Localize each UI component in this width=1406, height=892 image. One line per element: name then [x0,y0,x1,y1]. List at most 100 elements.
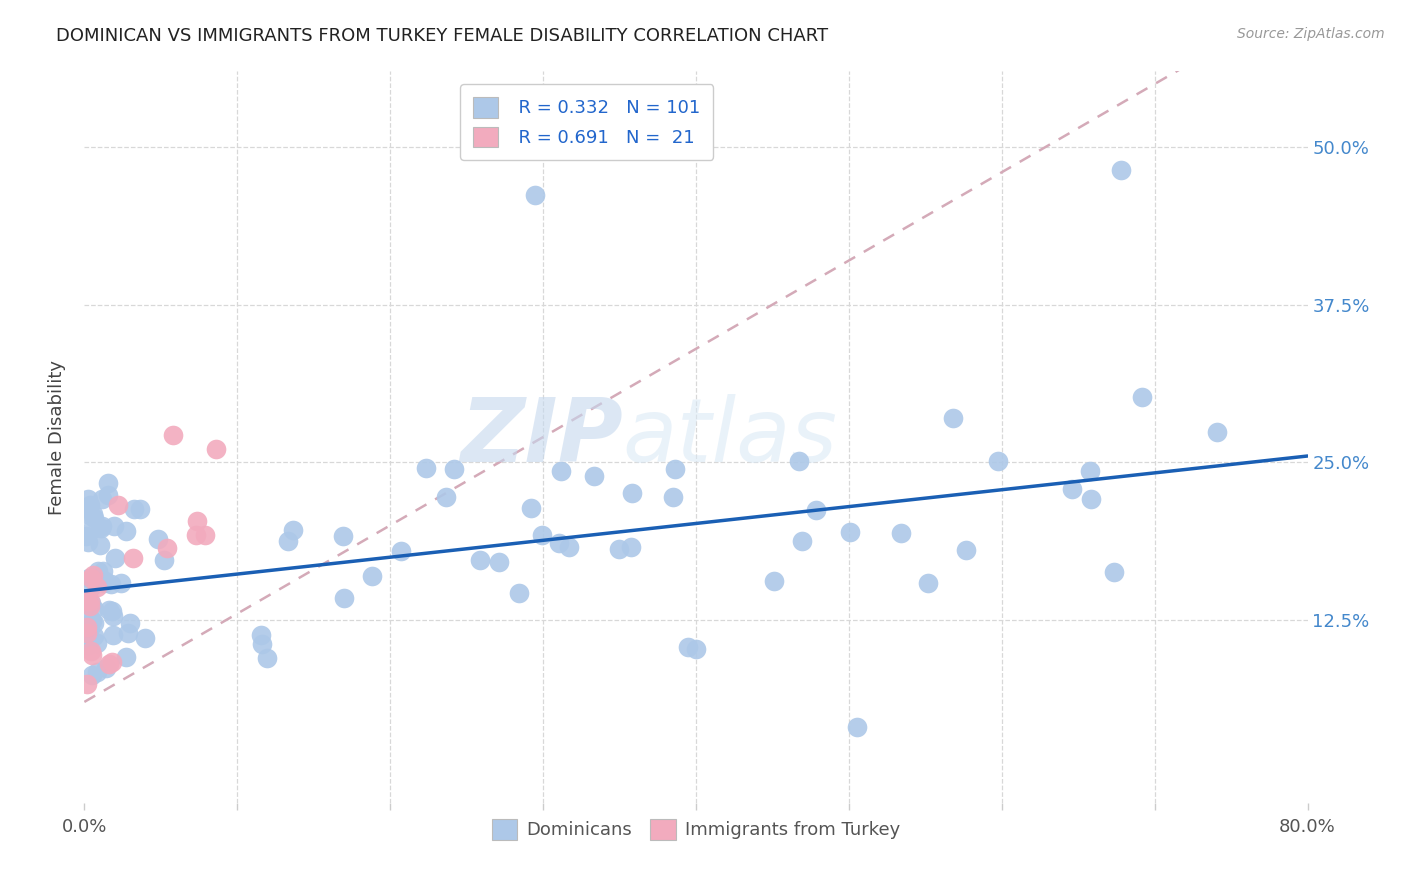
Point [83,602,105,616]
Point [110,576,132,591]
Point [77,571,100,585]
Point [97,488,120,502]
Point [664,462,686,476]
Point [86,636,108,650]
Point [415,461,437,475]
Point [86,580,108,594]
Point [91,564,114,578]
Point [434,490,457,504]
Point [792,533,814,548]
Point [77,535,100,549]
Point [86,665,108,680]
Point [986,453,1008,467]
Point [1205,425,1227,439]
Point [75,632,97,646]
Point [1062,482,1084,496]
Point [117,626,139,640]
Point [662,490,685,504]
Point [93,576,115,591]
Point [80,644,103,658]
Point [607,541,630,556]
Point [524,188,547,202]
Point [804,503,827,517]
Point [787,454,810,468]
Point [82,648,104,662]
Point [90,518,112,533]
Y-axis label: Female Disability: Female Disability [48,359,66,515]
Point [76,620,98,634]
Point [79,498,101,512]
Point [83,615,105,630]
Point [120,616,142,631]
Point [101,656,124,670]
Point [98,603,121,617]
Point [103,519,125,533]
Point [77,599,100,613]
Point [531,528,554,542]
Point [79,599,101,614]
Point [186,514,208,528]
Text: atlas: atlas [623,394,838,480]
Point [890,526,912,541]
Point [762,574,785,589]
Point [115,524,138,538]
Point [146,532,169,546]
Point [94,661,117,675]
Point [488,555,510,569]
Point [91,492,114,507]
Point [558,541,581,555]
Point [94,574,117,589]
Text: DOMINICAN VS IMMIGRANTS FROM TURKEY FEMALE DISABILITY CORRELATION CHART: DOMINICAN VS IMMIGRANTS FROM TURKEY FEMA… [56,27,828,45]
Point [76,621,98,635]
Point [332,591,354,605]
Point [80,571,103,585]
Point [79,611,101,625]
Point [77,638,100,652]
Point [97,657,120,671]
Point [1078,464,1101,478]
Point [122,551,145,566]
Point [685,642,707,657]
Point [917,576,939,591]
Point [1080,491,1102,506]
Point [845,720,868,734]
Point [550,464,572,478]
Point [83,511,105,525]
Point [839,524,862,539]
Point [205,442,228,456]
Point [443,461,465,475]
Point [153,553,176,567]
Point [115,650,138,665]
Point [942,411,965,425]
Point [80,668,103,682]
Point [389,543,412,558]
Point [100,577,122,591]
Point [519,501,541,516]
Point [676,640,699,654]
Point [76,492,98,507]
Point [468,553,491,567]
Point [79,596,101,610]
Point [508,586,530,600]
Point [76,625,98,640]
Point [281,524,304,538]
Point [583,468,606,483]
Point [76,593,98,607]
Point [75,529,97,543]
Point [80,580,103,594]
Point [129,502,152,516]
Point [79,594,101,608]
Point [547,536,569,550]
Text: ZIP: ZIP [460,393,623,481]
Point [77,624,100,639]
Point [122,502,145,516]
Point [100,604,122,618]
Point [76,677,98,691]
Point [277,534,299,549]
Point [249,628,271,642]
Point [621,486,644,500]
Point [184,527,207,541]
Point [104,551,127,566]
Point [82,567,104,582]
Point [360,569,382,583]
